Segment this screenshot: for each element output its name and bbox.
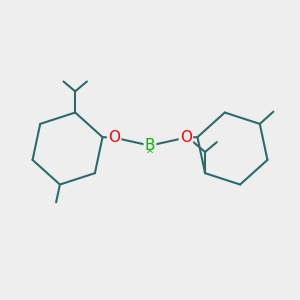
Text: O: O xyxy=(180,130,192,145)
Text: O: O xyxy=(108,130,120,145)
Text: ^: ^ xyxy=(146,150,154,160)
Text: B: B xyxy=(145,138,155,153)
